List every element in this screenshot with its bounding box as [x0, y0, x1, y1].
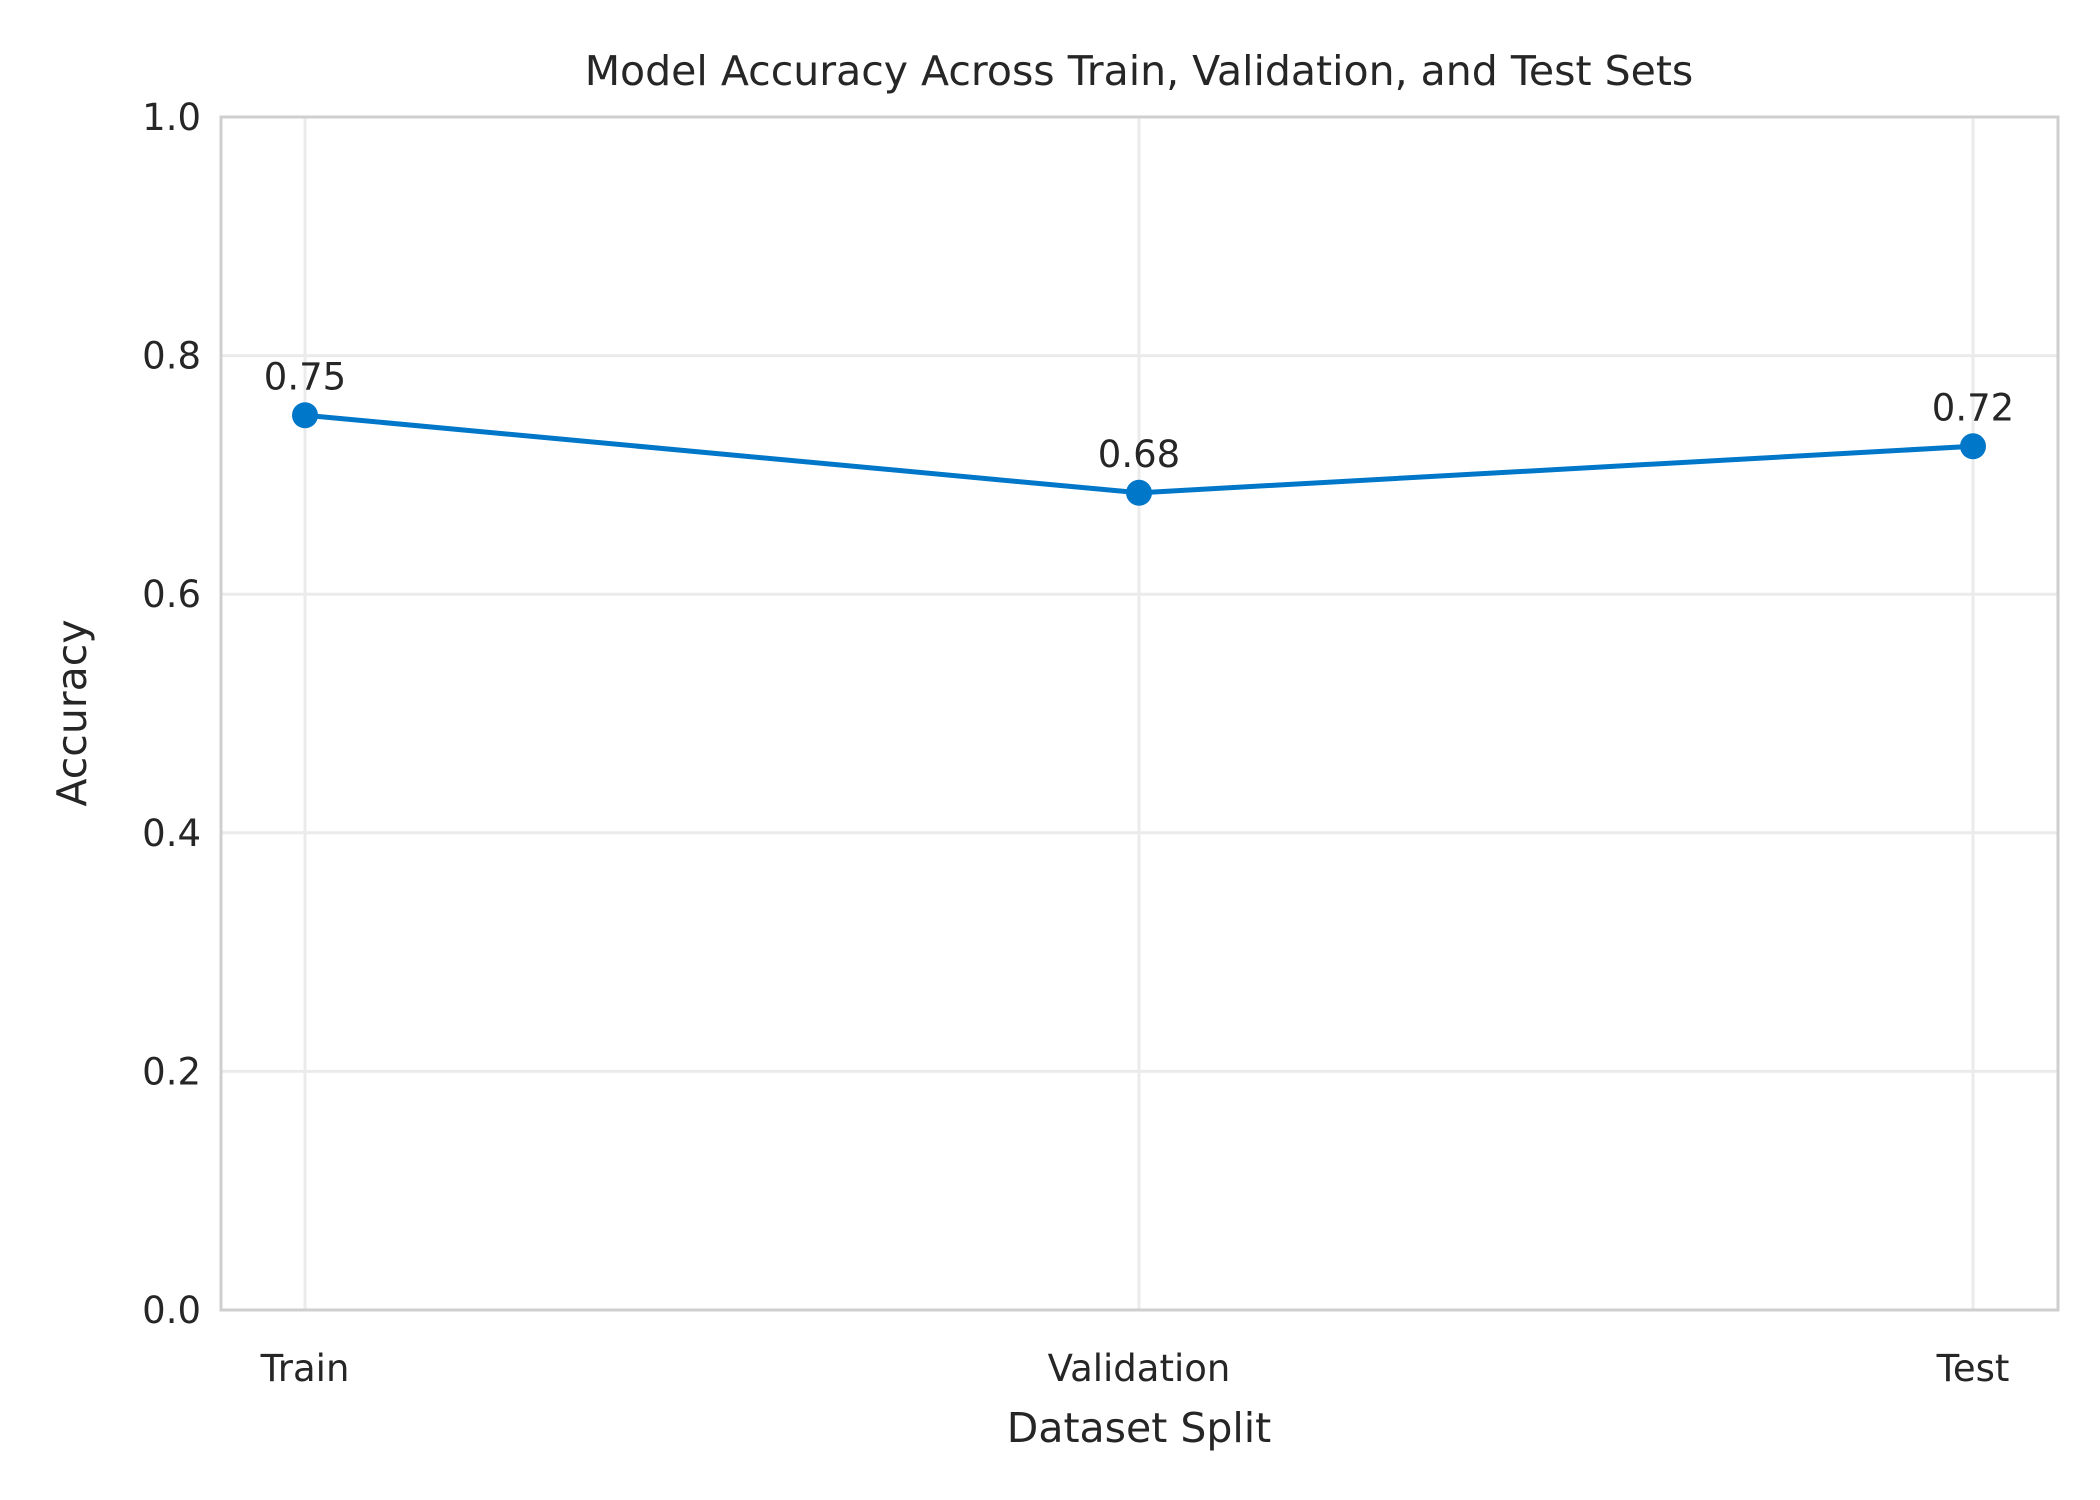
x-tick-label: Test — [1936, 1347, 2010, 1390]
x-tick-label: Train — [260, 1347, 350, 1390]
chart-title: Model Accuracy Across Train, Validation,… — [585, 47, 1694, 95]
y-tick-label: 0.2 — [142, 1050, 201, 1093]
data-label: 0.75 — [264, 355, 346, 398]
y-axis-ticks: 0.0 0.2 0.4 0.6 0.8 1.0 — [142, 96, 201, 1332]
plot-frame — [219, 115, 2060, 1312]
y-tick-label: 0.8 — [142, 335, 201, 378]
y-tick-label: 0.6 — [142, 573, 201, 616]
y-tick-label: 0.4 — [142, 812, 201, 855]
y-axis-label: Accuracy — [48, 619, 96, 806]
x-tick-label: Validation — [1048, 1347, 1231, 1390]
data-point — [292, 402, 318, 429]
data-point — [1126, 479, 1152, 506]
data-label: 0.68 — [1098, 433, 1180, 476]
data-point — [1960, 433, 1986, 460]
x-axis-ticks: Train Validation Test — [260, 1347, 2010, 1390]
data-label: 0.72 — [1932, 386, 2014, 429]
data-labels: 0.75 0.68 0.72 — [264, 355, 2014, 476]
y-tick-label: 0.0 — [142, 1289, 201, 1332]
x-axis-label: Dataset Split — [1007, 1404, 1272, 1452]
series-points — [292, 402, 1986, 506]
y-tick-label: 1.0 — [142, 96, 201, 139]
